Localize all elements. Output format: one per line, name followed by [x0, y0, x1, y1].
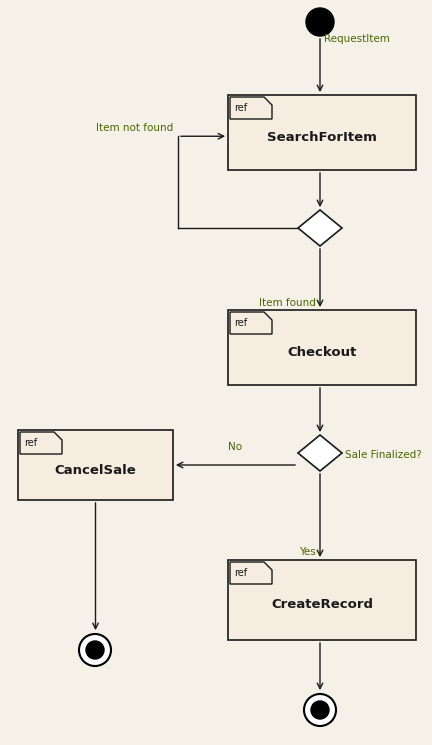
- Polygon shape: [230, 562, 272, 584]
- Polygon shape: [230, 97, 272, 119]
- Circle shape: [304, 694, 336, 726]
- Text: RequestItem: RequestItem: [324, 34, 390, 44]
- Polygon shape: [298, 435, 342, 471]
- Text: CreateRecord: CreateRecord: [271, 598, 373, 612]
- Bar: [228, 310, 416, 385]
- Circle shape: [306, 8, 334, 36]
- Text: ref: ref: [234, 568, 247, 578]
- Polygon shape: [298, 210, 342, 246]
- Text: Item not found: Item not found: [96, 123, 173, 133]
- Text: SearchForItem: SearchForItem: [267, 131, 377, 144]
- Bar: [18, 430, 173, 500]
- Text: Checkout: Checkout: [287, 346, 357, 359]
- Text: Sale Finalized?: Sale Finalized?: [345, 450, 422, 460]
- Text: ref: ref: [24, 438, 37, 448]
- Bar: [228, 560, 416, 640]
- Polygon shape: [230, 312, 272, 334]
- Text: Yes: Yes: [299, 547, 316, 557]
- Circle shape: [311, 701, 329, 719]
- Circle shape: [79, 634, 111, 666]
- Text: Item found: Item found: [259, 298, 316, 308]
- Circle shape: [86, 641, 104, 659]
- Text: CancelSale: CancelSale: [54, 463, 137, 477]
- Text: ref: ref: [234, 103, 247, 113]
- Polygon shape: [20, 432, 62, 454]
- Text: ref: ref: [234, 318, 247, 328]
- Bar: [228, 95, 416, 170]
- Text: No: No: [229, 442, 242, 452]
